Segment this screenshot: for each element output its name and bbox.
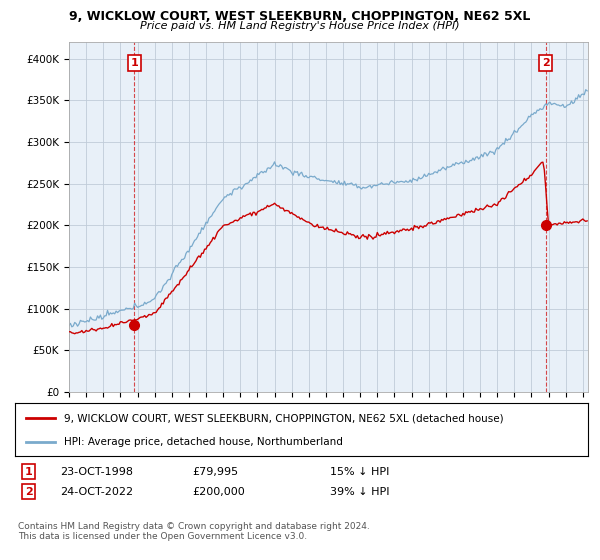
Text: Contains HM Land Registry data © Crown copyright and database right 2024.
This d: Contains HM Land Registry data © Crown c… xyxy=(18,522,370,542)
Text: 24-OCT-2022: 24-OCT-2022 xyxy=(60,487,133,497)
Text: 9, WICKLOW COURT, WEST SLEEKBURN, CHOPPINGTON, NE62 5XL (detached house): 9, WICKLOW COURT, WEST SLEEKBURN, CHOPPI… xyxy=(64,413,503,423)
Text: 1: 1 xyxy=(131,58,139,68)
Text: 23-OCT-1998: 23-OCT-1998 xyxy=(60,466,133,477)
Text: 1: 1 xyxy=(25,466,32,477)
Text: Price paid vs. HM Land Registry's House Price Index (HPI): Price paid vs. HM Land Registry's House … xyxy=(140,21,460,31)
Text: £79,995: £79,995 xyxy=(192,466,238,477)
Text: £200,000: £200,000 xyxy=(192,487,245,497)
Text: 2: 2 xyxy=(542,58,550,68)
Text: 39% ↓ HPI: 39% ↓ HPI xyxy=(330,487,389,497)
Text: 9, WICKLOW COURT, WEST SLEEKBURN, CHOPPINGTON, NE62 5XL: 9, WICKLOW COURT, WEST SLEEKBURN, CHOPPI… xyxy=(70,10,530,23)
Text: 2: 2 xyxy=(25,487,32,497)
Text: HPI: Average price, detached house, Northumberland: HPI: Average price, detached house, Nort… xyxy=(64,436,343,446)
Text: 15% ↓ HPI: 15% ↓ HPI xyxy=(330,466,389,477)
